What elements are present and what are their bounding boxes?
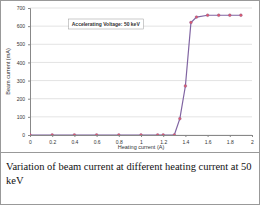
- data-point: [73, 134, 76, 135]
- annotation-text: Accelerating Voltage: 50 keV: [72, 21, 141, 27]
- y-tick: 300: [17, 78, 30, 84]
- y-tick-mark: [28, 44, 30, 45]
- y-tick: 500: [17, 41, 30, 47]
- y-tick-mark: [28, 99, 30, 100]
- data-point: [190, 21, 193, 24]
- y-tick-mark: [28, 135, 30, 136]
- x-tick-label: 0: [29, 139, 32, 145]
- data-line: [30, 15, 241, 135]
- data-point: [206, 14, 209, 17]
- x-axis-title: Heating current (A): [118, 144, 165, 150]
- y-tick-mark: [28, 8, 30, 9]
- data-point: [95, 134, 98, 135]
- data-point: [117, 134, 120, 135]
- y-tick-label: 600: [17, 23, 26, 29]
- x-tick-mark: [97, 135, 98, 137]
- x-tick-label: 1.6: [205, 139, 212, 145]
- grid-line: [30, 62, 252, 63]
- data-point: [228, 14, 231, 17]
- data-point: [51, 134, 54, 135]
- y-tick: 400: [17, 60, 30, 66]
- x-tick-mark: [52, 135, 53, 137]
- y-axis-title: Beam current (mA): [5, 48, 11, 95]
- y-axis: 0 100 200 300 400 500 600 700: [17, 5, 31, 138]
- grid: [30, 8, 252, 135]
- x-tick-mark: [141, 135, 142, 137]
- y-tick-label: 200: [17, 96, 26, 102]
- x-tick: 0.6: [94, 135, 101, 145]
- x-tick: 0.4: [71, 135, 78, 145]
- x-tick-mark: [208, 135, 209, 137]
- y-tick-label: 300: [17, 78, 26, 84]
- y-tick-mark: [28, 81, 30, 82]
- data-point: [156, 134, 159, 135]
- y-tick-mark: [28, 62, 30, 63]
- data-point: [162, 134, 165, 135]
- x-tick-mark: [74, 135, 75, 137]
- y-tick-label: 100: [17, 114, 26, 120]
- x-tick: 1.4: [182, 135, 189, 145]
- data-point: [173, 134, 176, 135]
- y-tick-label: 700: [17, 5, 26, 11]
- data-point: [178, 117, 181, 120]
- y-axis-line: [28, 9, 31, 136]
- x-axis-line: [31, 136, 253, 138]
- x-tick-label: 1.8: [227, 139, 234, 145]
- caption: Variation of beam current at different h…: [6, 161, 252, 186]
- annotation-box: [69, 19, 144, 29]
- y-tick: 0: [22, 132, 30, 138]
- chart-svg: 00.20.40.60.811.21.41.61.820100200300400…: [0, 0, 260, 205]
- y-tick-label: 400: [17, 60, 26, 66]
- caption-separator: [0, 152, 260, 153]
- data-point: [184, 85, 187, 88]
- x-tick-mark: [185, 135, 186, 137]
- y-tick: 100: [17, 114, 30, 120]
- y-tick-mark: [28, 26, 30, 27]
- x-tick-mark: [252, 135, 253, 137]
- data-point: [195, 16, 198, 19]
- x-tick-label: 0.4: [71, 139, 78, 145]
- plot-area: 00.20.40.60.811.21.41.61.820100200300400…: [5, 5, 254, 150]
- x-tick-label: 1.4: [182, 139, 189, 145]
- grid-line: [30, 98, 252, 99]
- data-marks: [30, 14, 242, 135]
- data-point: [30, 134, 31, 135]
- x-tick-mark: [230, 135, 231, 137]
- data-point: [240, 14, 243, 17]
- outer-frame: [1, 1, 260, 205]
- data-point: [217, 14, 220, 17]
- y-tick: 200: [17, 96, 30, 102]
- x-tick: 1.6: [205, 135, 212, 145]
- y-tick: 700: [17, 5, 30, 11]
- y-tick-label: 0: [22, 132, 25, 138]
- grid-line: [30, 44, 252, 45]
- data-point: [140, 134, 143, 135]
- y-tick: 600: [17, 23, 30, 29]
- x-tick: 0.2: [49, 135, 56, 145]
- x-tick: 2: [251, 135, 254, 145]
- x-tick-label: 0.6: [94, 139, 101, 145]
- x-tick-mark: [163, 135, 164, 137]
- grid-line: [30, 116, 252, 117]
- annotation: Accelerating Voltage: 50 keV: [69, 19, 144, 29]
- x-tick-label: 2: [251, 139, 254, 145]
- x-tick: 1.8: [227, 135, 234, 145]
- y-tick-mark: [28, 117, 30, 118]
- grid-line: [30, 8, 252, 9]
- x-tick-mark: [119, 135, 120, 137]
- grid-line: [30, 80, 252, 81]
- y-tick-label: 500: [17, 41, 26, 47]
- x-tick-label: 0.2: [49, 139, 56, 145]
- x-tick: 0: [29, 135, 32, 145]
